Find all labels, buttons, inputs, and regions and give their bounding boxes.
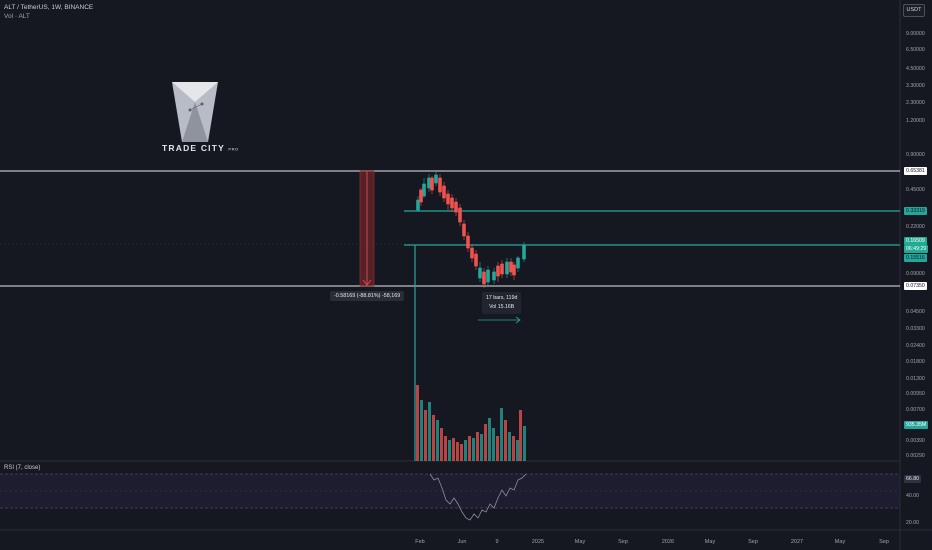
rsi-line	[429, 473, 527, 521]
currency-button[interactable]: USDT	[903, 4, 925, 17]
current-price-label: 0.16509	[904, 237, 927, 245]
time-tick: 2025	[531, 539, 545, 545]
rsi-tick: 20.00	[906, 520, 919, 526]
price-tick: 0.00700	[906, 407, 925, 413]
time-tick: 2027	[790, 539, 804, 545]
price-tick: 1.20000	[906, 118, 925, 124]
rsi-title[interactable]: RSI (7, close)	[4, 465, 41, 471]
price-tick: 0.03300	[906, 326, 925, 332]
time-tick: Jun	[457, 539, 467, 545]
price-tick: 4.50000	[906, 66, 925, 72]
time-tick: Sep	[748, 539, 758, 545]
logo-shape	[172, 82, 218, 142]
rsi-value-label: 66.80	[904, 475, 921, 483]
bars-range-label[interactable]: 17 bars, 119d Vol 15.16B	[482, 292, 522, 314]
candles	[416, 172, 526, 288]
time-tick: Sep	[618, 539, 628, 545]
price-tick: 0.04500	[906, 309, 925, 315]
price-tick: 0.02400	[906, 343, 925, 349]
price-tick: 0.00390	[906, 438, 925, 444]
volume-bars	[416, 385, 526, 461]
time-tick: May	[574, 539, 586, 545]
bars-range-volume: Vol 15.16B	[489, 304, 515, 310]
time-tick: Sep	[879, 539, 889, 545]
logo-suffix: PRO	[228, 146, 239, 152]
measure-label[interactable]: -0.58169 (-88.81%) -58,169	[330, 291, 405, 301]
price-tick: 0.09000	[906, 271, 925, 277]
current-level-price-label: 0.15516	[904, 254, 927, 262]
price-tick: 0.45000	[906, 187, 925, 193]
bar-countdown-label: 06:49:29	[904, 245, 929, 253]
time-tick: 2026	[661, 539, 675, 545]
price-tick: 0.00290	[906, 453, 925, 459]
volume-value-label: 935.35M	[904, 421, 929, 429]
logo-brand: TRADE CITY	[162, 143, 225, 153]
bars-range-count: 17 bars, 119d	[486, 295, 518, 301]
price-tick: 0.01300	[906, 376, 925, 382]
price-tick: 0.90000	[906, 152, 925, 158]
price-tick: 0.22000	[906, 224, 925, 230]
price-tick: 3.30000	[906, 83, 925, 89]
low-level-price-label: 0.07350	[904, 282, 927, 290]
symbol-title[interactable]: ALT / TetherUS, 1W, BINANCE	[4, 4, 94, 11]
rsi-pane	[0, 473, 900, 521]
rsi-tick: 40.00	[906, 493, 919, 499]
time-tick: Feb	[415, 539, 425, 545]
price-tick: 6.50000	[906, 47, 925, 53]
price-tick: 0.00950	[906, 391, 925, 397]
time-tick: May	[704, 539, 716, 545]
time-tick: May	[834, 539, 846, 545]
mid-level-price-label: 0.33319	[904, 207, 927, 215]
volume-indicator-label[interactable]: Vol · ALT	[4, 13, 30, 20]
price-tick: 9.00000	[906, 31, 925, 37]
time-tick: 9	[495, 539, 499, 545]
price-tick: 2.30000	[906, 100, 925, 106]
price-tick: 0.01800	[906, 359, 925, 365]
logo-text: TRADE CITY PRO	[162, 143, 239, 153]
top-level-price-label: 0.65381	[904, 167, 927, 175]
